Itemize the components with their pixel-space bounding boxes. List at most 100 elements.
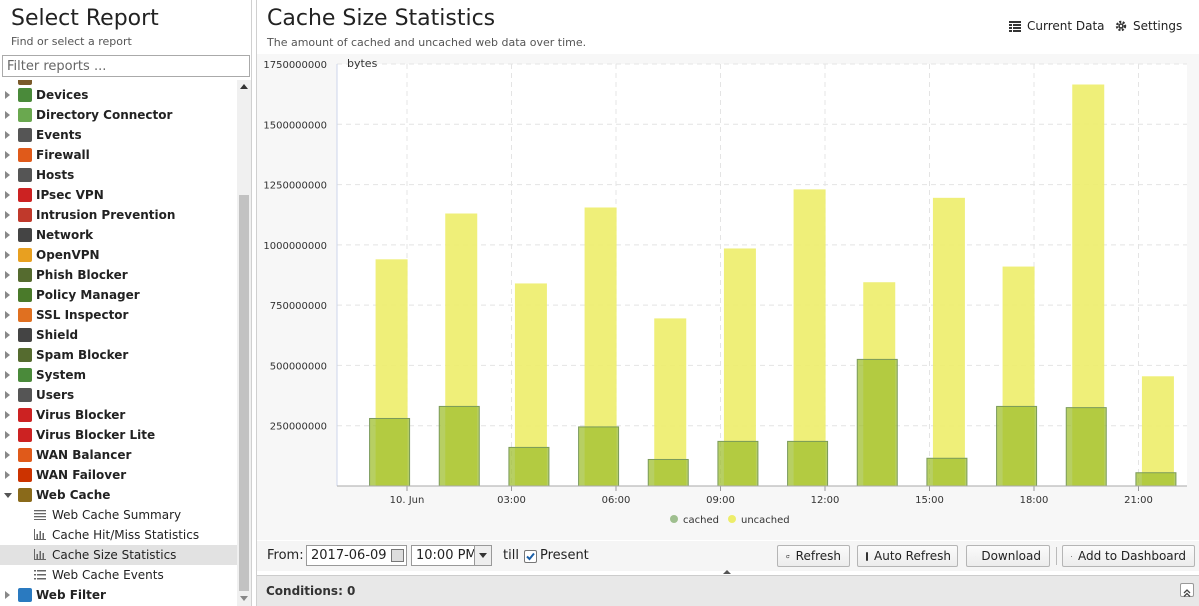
- collapsed-arrow-icon[interactable]: [5, 171, 10, 179]
- tree-item-label: Virus Blocker Lite: [36, 428, 156, 442]
- refresh-button[interactable]: Refresh: [777, 545, 850, 567]
- report-category[interactable]: Policy Manager: [0, 285, 237, 305]
- wan-failover-icon: [18, 468, 32, 482]
- collapsed-arrow-icon[interactable]: [5, 151, 10, 159]
- tree-item-label: Hosts: [36, 168, 75, 182]
- cached-bar: [926, 457, 968, 487]
- till-label: till: [503, 548, 519, 563]
- report-category[interactable]: Spam Blocker: [0, 345, 237, 365]
- openvpn-icon: [18, 248, 32, 262]
- calendar-icon[interactable]: [391, 549, 404, 562]
- chevron-down-icon[interactable]: [474, 546, 491, 565]
- expanded-arrow-icon[interactable]: [4, 493, 12, 498]
- report-panel: Cache Size Statistics The amount of cach…: [256, 0, 1199, 606]
- refresh-icon: [786, 554, 790, 558]
- report-item[interactable]: Web Cache Events: [0, 565, 237, 585]
- report-category[interactable]: Web Cache: [0, 485, 237, 505]
- date-range-toolbar: From: 2017-06-09 10:00 PM till Present R…: [257, 541, 1199, 571]
- conditions-bar[interactable]: Conditions: 0: [257, 575, 1199, 606]
- collapsed-arrow-icon[interactable]: [5, 351, 10, 359]
- collapsed-arrow-icon[interactable]: [5, 251, 10, 259]
- download-button[interactable]: Download: [966, 545, 1050, 567]
- policy-manager-icon: [18, 288, 32, 302]
- report-category[interactable]: Web Filter: [0, 585, 237, 605]
- report-category[interactable]: Shield: [0, 325, 237, 345]
- y-axis-label: bytes: [347, 57, 378, 70]
- collapsed-arrow-icon[interactable]: [5, 291, 10, 299]
- intrusion-prevention-icon: [18, 208, 32, 222]
- checkbox-icon: [866, 551, 868, 561]
- collapsed-arrow-icon[interactable]: [5, 271, 10, 279]
- tree-scrollbar[interactable]: [237, 80, 251, 606]
- add-to-dashboard-button[interactable]: Add to Dashboard: [1062, 545, 1195, 567]
- collapsed-arrow-icon[interactable]: [5, 591, 10, 599]
- report-category[interactable]: Users: [0, 385, 237, 405]
- splitter-arrow-icon[interactable]: [723, 570, 731, 574]
- current-data-label: Current Data: [1027, 19, 1105, 33]
- report-category[interactable]: Network: [0, 225, 237, 245]
- report-category[interactable]: System: [0, 365, 237, 385]
- devices-icon: [18, 88, 32, 102]
- ipsec-vpn-icon: [18, 188, 32, 202]
- tree-item-label: Shield: [36, 328, 79, 342]
- collapsed-arrow-icon[interactable]: [5, 111, 10, 119]
- report-category[interactable]: Phish Blocker: [0, 265, 237, 285]
- collapsed-arrow-icon[interactable]: [5, 311, 10, 319]
- legend-uncached-label: uncached: [741, 515, 790, 526]
- scroll-up-icon[interactable]: [240, 84, 248, 89]
- chart-area: 250000000 500000000 750000000 1000000000 125…: [257, 54, 1199, 540]
- collapsed-arrow-icon[interactable]: [5, 231, 10, 239]
- tree-item-label: Cache Hit/Miss Statistics: [52, 528, 200, 542]
- from-date-field[interactable]: 2017-06-09: [306, 545, 407, 566]
- expand-icon[interactable]: [1180, 583, 1194, 597]
- report-category[interactable]: Virus Blocker: [0, 405, 237, 425]
- lines-icon: [34, 510, 46, 520]
- report-category[interactable]: Devices: [0, 85, 237, 105]
- current-data-button[interactable]: Current Data: [1009, 19, 1105, 33]
- x-tick-label: 10. Jun: [390, 495, 425, 506]
- hosts-icon: [18, 168, 32, 182]
- legend-uncached-marker: [728, 515, 736, 523]
- panel-subtitle: Find or select a report: [11, 35, 132, 48]
- report-item[interactable]: Cache Hit/Miss Statistics: [0, 525, 237, 545]
- tree-item-label: Users: [36, 388, 75, 402]
- scroll-down-icon[interactable]: [240, 596, 248, 601]
- collapsed-arrow-icon[interactable]: [5, 391, 10, 399]
- cache-size-chart: 250000000 500000000 750000000 1000000000 125…: [263, 57, 1187, 526]
- report-category[interactable]: IPsec VPN: [0, 185, 237, 205]
- collapsed-arrow-icon[interactable]: [5, 211, 10, 219]
- collapsed-arrow-icon[interactable]: [5, 431, 10, 439]
- collapsed-arrow-icon[interactable]: [5, 91, 10, 99]
- directory-connector-icon: [18, 108, 32, 122]
- report-category[interactable]: Virus Blocker Lite: [0, 425, 237, 445]
- auto-refresh-button[interactable]: Auto Refresh: [857, 545, 958, 567]
- report-item[interactable]: Web Cache Summary: [0, 505, 237, 525]
- collapsed-arrow-icon[interactable]: [5, 131, 10, 139]
- report-category[interactable]: WAN Balancer: [0, 445, 237, 465]
- report-category[interactable]: WAN Failover: [0, 465, 237, 485]
- uncached-bar: [1141, 376, 1174, 486]
- from-time-field[interactable]: 10:00 PM: [411, 545, 492, 566]
- tree-item-label: Cache Size Statistics: [52, 548, 177, 562]
- report-category[interactable]: SSL Inspector: [0, 305, 237, 325]
- collapsed-arrow-icon[interactable]: [5, 191, 10, 199]
- collapsed-arrow-icon[interactable]: [5, 411, 10, 419]
- present-checkbox[interactable]: [524, 550, 537, 563]
- collapsed-arrow-icon[interactable]: [5, 451, 10, 459]
- report-category[interactable]: Intrusion Prevention: [0, 205, 237, 225]
- report-category[interactable]: Events: [0, 125, 237, 145]
- y-tick-label: 500000000: [270, 361, 327, 372]
- report-category[interactable]: Directory Connector: [0, 105, 237, 125]
- collapsed-arrow-icon[interactable]: [5, 331, 10, 339]
- report-category[interactable]: OpenVPN: [0, 245, 237, 265]
- filter-reports-input[interactable]: [2, 55, 250, 77]
- x-tick-label: 15:00: [915, 495, 944, 506]
- bar-chart-icon: [34, 549, 46, 560]
- report-category[interactable]: Hosts: [0, 165, 237, 185]
- report-item[interactable]: Cache Size Statistics: [0, 545, 237, 565]
- collapsed-arrow-icon[interactable]: [5, 471, 10, 479]
- settings-button[interactable]: Settings: [1115, 19, 1182, 33]
- report-category[interactable]: Firewall: [0, 145, 237, 165]
- collapsed-arrow-icon[interactable]: [5, 371, 10, 379]
- scroll-thumb[interactable]: [239, 195, 249, 591]
